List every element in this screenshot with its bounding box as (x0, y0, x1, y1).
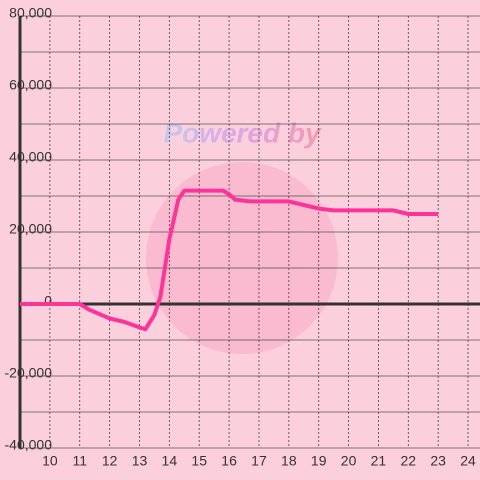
x-tick-label: 22 (401, 453, 417, 469)
x-tick-label: 14 (162, 453, 178, 469)
y-tick-label: 0 (44, 293, 52, 309)
x-tick-label: 15 (191, 453, 207, 469)
watermark-text: Powered by (163, 117, 322, 148)
x-tick-label: 16 (221, 453, 237, 469)
x-tick-label: 21 (371, 453, 387, 469)
data-line (20, 188, 439, 332)
x-tick-label: 19 (311, 453, 327, 469)
y-tick-label: -40,000 (5, 437, 53, 453)
x-tick-label: 10 (42, 453, 58, 469)
x-tick-label: 24 (460, 453, 476, 469)
y-tick-label: -20,000 (5, 365, 53, 381)
watermark-image (146, 162, 338, 354)
y-tick-label: 40,000 (9, 149, 52, 165)
x-tick-label: 12 (102, 453, 118, 469)
x-tick-label: 17 (251, 453, 267, 469)
y-tick-label: 60,000 (9, 77, 52, 93)
x-tick-label: 13 (132, 453, 148, 469)
y-tick-label: 20,000 (9, 221, 52, 237)
y-tick-label: 80,000 (9, 5, 52, 21)
x-tick-label: 18 (281, 453, 297, 469)
x-tick-label: 23 (430, 453, 446, 469)
x-tick-label: 20 (341, 453, 357, 469)
x-tick-label: 11 (72, 453, 87, 469)
